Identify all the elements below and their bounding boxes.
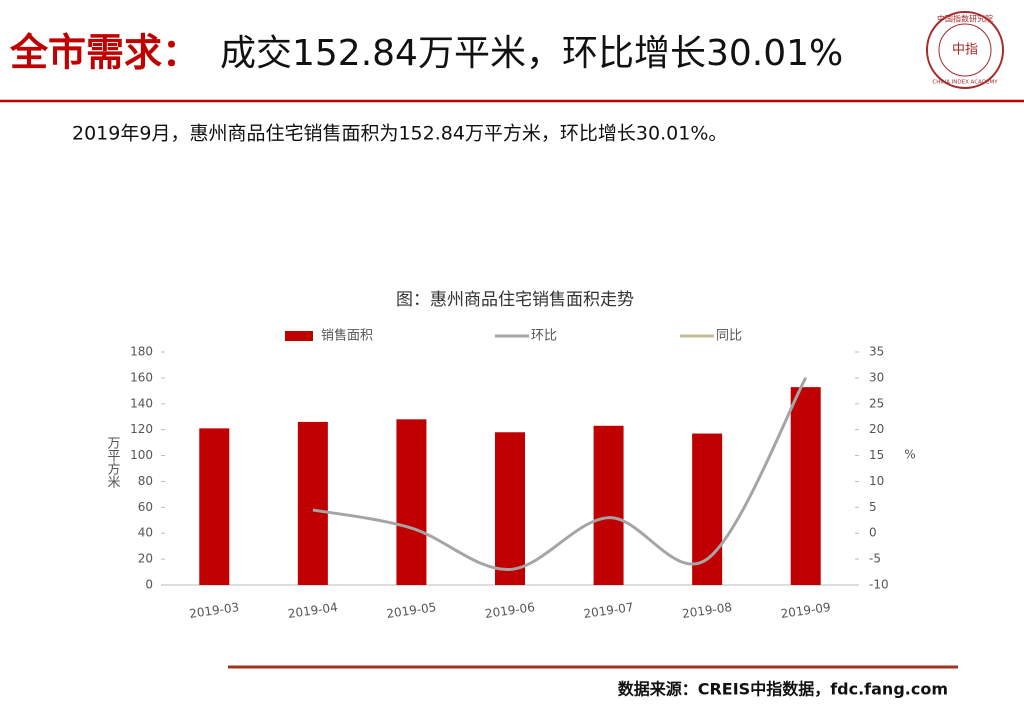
chart-title: 图：惠州商品住宅销售面积走势 (396, 290, 634, 310)
legend-swatch (285, 331, 313, 341)
y2-tick-label: -5 (869, 552, 881, 566)
bar (593, 425, 624, 585)
x-tick-label: 2019-07 (583, 600, 635, 621)
logo-english: CHINA INDEX ACADEMY (932, 80, 998, 86)
y-tick-label: 40 (138, 526, 153, 540)
y2-tick-label: 10 (869, 474, 884, 488)
y2-tick-label: 25 (869, 396, 884, 410)
x-tick-label: 2019-06 (484, 600, 536, 621)
y2-tick-label: 5 (869, 500, 877, 514)
title-label: 全市需求： (9, 31, 200, 75)
y-tick-label: 100 (130, 448, 153, 462)
logo: 中国指数研究院 中指 CHINA INDEX ACADEMY (926, 11, 1004, 89)
y-tick-label: 20 (138, 552, 153, 566)
y-tick-label: 160 (130, 370, 153, 384)
bar (199, 428, 230, 585)
x-tick-label: 2019-03 (188, 600, 240, 621)
logo-name: 中国指数研究院 (937, 14, 993, 24)
y-tick-label: 60 (138, 500, 153, 514)
y2-tick-label: 20 (869, 422, 884, 436)
y-tick-label: 120 (130, 422, 153, 436)
y2-tick-label: -10 (869, 578, 889, 592)
logo-inner (938, 23, 992, 77)
y2-tick-label: 35 (869, 345, 884, 359)
y-tick-label: 180 (130, 345, 153, 359)
y-tick-label: 140 (130, 396, 153, 410)
legend-label: 环比 (531, 329, 557, 344)
logo-ring (926, 11, 1004, 89)
bar (297, 421, 328, 585)
y-tick-label: 80 (138, 474, 153, 488)
y-tick-label: 0 (145, 578, 153, 592)
bar (790, 387, 821, 585)
y2-tick-label: 0 (869, 526, 877, 540)
legend-label: 同比 (716, 329, 742, 344)
bar (495, 432, 525, 585)
title: 成交152.84万平米，环比增长30.01% (220, 33, 843, 74)
logo-center: 中指 (952, 43, 978, 58)
x-tick-label: 2019-05 (386, 600, 438, 621)
y2-axis-label: % (904, 448, 915, 462)
x-tick-label: 2019-09 (780, 600, 832, 621)
x-tick-label: 2019-08 (681, 600, 733, 621)
line (312, 377, 808, 571)
y2-tick-label: 30 (869, 370, 884, 384)
y2-tick-label: 15 (869, 448, 884, 462)
y-axis-label: 万平方米 (105, 436, 121, 488)
x-tick-label: 2019-04 (287, 600, 339, 621)
bar (396, 419, 427, 585)
source: 数据来源：CREIS中指数据，fdc.fang.com (618, 680, 948, 699)
description: 2019年9月，惠州商品住宅销售面积为152.84万平方米，环比增长30.01%… (72, 123, 727, 145)
legend-label: 销售面积 (321, 328, 373, 344)
